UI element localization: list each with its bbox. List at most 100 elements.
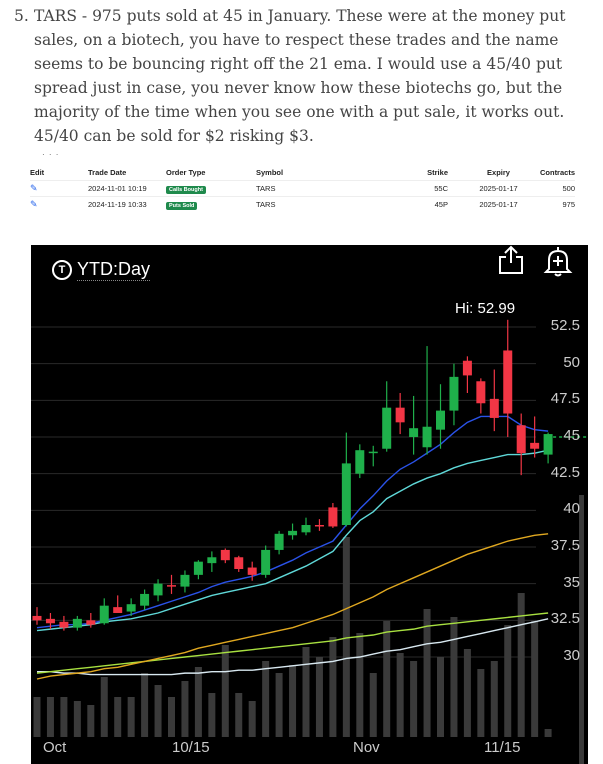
volume-bar — [221, 645, 229, 737]
candle-body — [247, 567, 257, 575]
trades-table: Edit Trade Date Order Type Symbol Strike… — [30, 164, 575, 212]
volume-bar — [87, 705, 95, 737]
volume-bar — [369, 673, 377, 737]
order-type-badge: Calls Bought — [166, 185, 206, 194]
candle-body — [113, 607, 123, 613]
volume-bar — [73, 701, 81, 737]
candle-body — [274, 533, 284, 550]
volume-bar — [437, 657, 444, 737]
volume-bar — [531, 621, 539, 737]
candle-body — [355, 450, 365, 474]
volume-bar — [302, 647, 310, 737]
col-header-strike: Strike — [427, 167, 448, 177]
candle-body — [153, 583, 163, 596]
candle-body — [422, 426, 432, 448]
ticker-info-icon[interactable]: T — [52, 260, 72, 280]
volume-bar — [517, 593, 525, 737]
trade-date-cell: 2024-11-19 10:33 — [88, 196, 166, 212]
trade-date-cell: 2024-11-01 10:19 — [88, 180, 166, 197]
expiry-cell: 2025-01-17 — [466, 180, 531, 197]
high-label: Hi: 52.99 — [455, 300, 516, 317]
candle-body — [72, 618, 82, 628]
candle-body — [462, 360, 472, 376]
y-tick-label: 47.5 — [550, 390, 580, 408]
symbol-cell: TARS — [256, 180, 406, 197]
y-tick-label: 40 — [563, 500, 580, 518]
article-paragraph: TARS - 975 puts sold at 45 in January. T… — [34, 7, 566, 145]
candle-body — [476, 381, 486, 404]
col-header-contracts: Contracts — [539, 167, 575, 177]
col-header-trade-date: Trade Date — [88, 167, 127, 177]
x-tick-label: Nov — [353, 739, 380, 756]
candle-body — [261, 549, 271, 575]
volume-bar — [46, 697, 54, 737]
y-tick-label: 52.5 — [550, 317, 580, 334]
contracts-cell: 975 — [531, 196, 575, 212]
candle-body — [436, 410, 445, 430]
volume-bar — [100, 677, 108, 737]
chart-canvas[interactable] — [31, 245, 588, 764]
pencil-icon[interactable]: ✎ — [30, 199, 38, 209]
y-tick-label: 30 — [563, 647, 580, 664]
y-tick-label: 32.5 — [550, 610, 580, 628]
candle-body — [516, 425, 526, 454]
candle-body — [167, 585, 176, 587]
volume-bar — [423, 609, 431, 737]
volume-bar — [410, 661, 418, 737]
x-tick-label: Oct — [43, 739, 67, 756]
volume-bar — [383, 621, 391, 737]
edit-cell[interactable]: ✎ — [30, 180, 88, 197]
x-tick-label: 10/15 — [172, 739, 210, 756]
candle-body — [180, 574, 190, 587]
add-alert-icon[interactable] — [543, 245, 573, 277]
volume-bar — [289, 665, 297, 737]
candle-body — [45, 618, 55, 624]
edit-cell[interactable]: ✎ — [30, 196, 88, 212]
candle-body — [59, 621, 69, 628]
volume-bar — [168, 697, 175, 737]
candle-body — [220, 549, 230, 561]
order-type-cell: Calls Bought — [166, 180, 256, 197]
volume-bar — [60, 697, 68, 737]
candle-body — [368, 451, 378, 454]
candle-body — [86, 620, 96, 625]
truncated-indicator: · · · — [42, 150, 60, 159]
volume-bar — [114, 697, 122, 737]
volume-bar — [315, 657, 323, 737]
candle-body — [99, 605, 109, 624]
volume-bar — [275, 673, 283, 737]
col-header-symbol: Symbol — [256, 167, 284, 177]
candle-body — [193, 561, 203, 575]
timeframe-selector[interactable]: YTD:Day — [77, 259, 151, 281]
contracts-cell: 500 — [531, 180, 575, 197]
candle-body — [489, 398, 499, 418]
x-tick-label: 11/15 — [484, 739, 521, 756]
candle-body — [543, 434, 553, 455]
table-row: ✎ 2024-11-01 10:19 Calls Bought TARS 55C… — [30, 180, 575, 197]
candle-body — [140, 593, 150, 606]
volume-bar — [127, 697, 135, 737]
pencil-icon[interactable]: ✎ — [30, 183, 38, 193]
candle-body — [301, 525, 311, 533]
list-number: 5. — [14, 7, 29, 25]
candle-body — [409, 428, 419, 437]
share-icon[interactable] — [497, 245, 525, 275]
volume-bar — [154, 685, 162, 737]
candle-body — [32, 615, 42, 621]
volume-bar — [33, 697, 41, 737]
volume-bar — [450, 617, 458, 737]
col-header-order-type: Order Type — [166, 167, 206, 177]
volume-bar — [342, 537, 350, 737]
candle-body — [234, 557, 244, 569]
volume-bar — [544, 729, 552, 737]
candle-body — [382, 407, 392, 449]
stock-chart[interactable]: T YTD:Day Hi: 52.99 52.5 50 47.5 45 42.5 40 37… — [31, 245, 588, 764]
candle-body — [449, 376, 459, 411]
candle-body — [395, 407, 405, 423]
strike-cell: 45P — [406, 196, 466, 212]
symbol-cell: TARS — [256, 196, 406, 212]
table-row: ✎ 2024-11-19 10:33 Puts Sold TARS 45P 20… — [30, 196, 575, 212]
volume-bar — [396, 653, 404, 737]
volume-bar — [490, 661, 498, 737]
candle-body — [207, 557, 217, 564]
